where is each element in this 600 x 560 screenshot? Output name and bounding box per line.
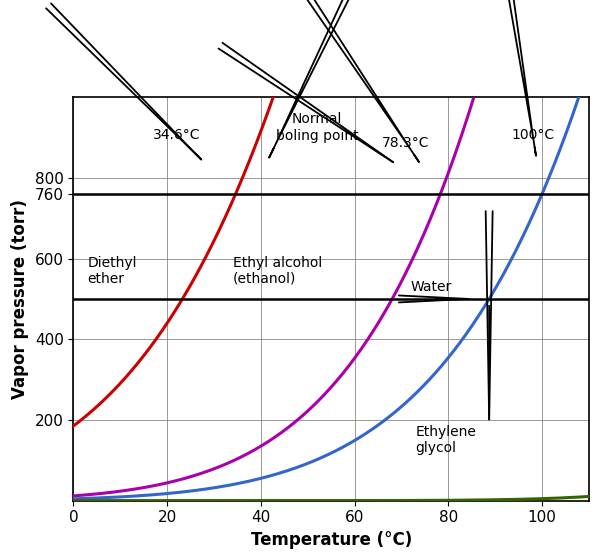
X-axis label: Temperature (°C): Temperature (°C) [251, 531, 412, 549]
Y-axis label: Vapor pressure (torr): Vapor pressure (torr) [11, 199, 29, 399]
Text: 34.6°C: 34.6°C [46, 3, 202, 160]
Text: Normal
boling point: Normal boling point [276, 113, 358, 143]
Text: Water: Water [411, 280, 452, 294]
Text: 100°C: 100°C [497, 0, 554, 156]
Text: Diethyl
ether: Diethyl ether [88, 255, 137, 286]
Text: Ethylene
glycol: Ethylene glycol [415, 425, 476, 455]
Text: Ethyl alcohol
(ethanol): Ethyl alcohol (ethanol) [233, 255, 322, 286]
Text: 78.3°C: 78.3°C [290, 0, 430, 162]
